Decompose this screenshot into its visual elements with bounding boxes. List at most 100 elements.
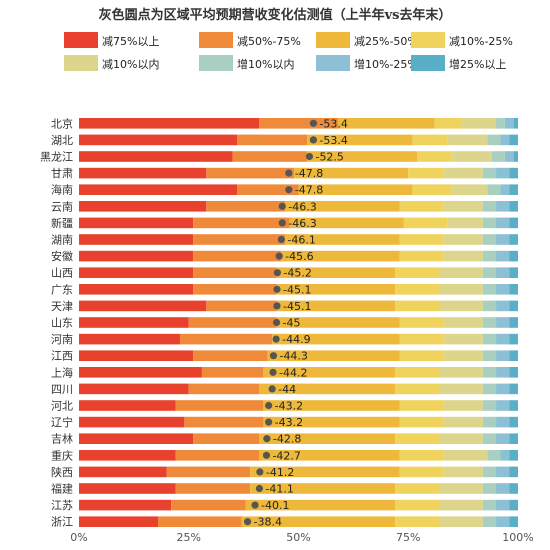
bar-segment — [184, 416, 264, 428]
legend-label: 减50%-75% — [237, 35, 301, 48]
bar-segment — [496, 350, 510, 361]
average-label: -41.1 — [265, 483, 293, 496]
bar-segment — [263, 400, 400, 411]
bar-segment — [482, 483, 497, 494]
average-label: -44.2 — [279, 366, 307, 379]
average-label: -44 — [278, 383, 296, 396]
bar-segment — [487, 184, 501, 195]
average-label: -53.4 — [319, 134, 347, 147]
bar-segment — [482, 466, 497, 478]
bar-segment — [79, 167, 207, 179]
bar-segment — [482, 317, 497, 328]
bar-segment — [79, 217, 194, 229]
bar-segment — [179, 333, 273, 345]
bar-segment — [395, 433, 439, 444]
category-label: 重庆 — [51, 448, 73, 462]
bar-segment — [443, 466, 483, 478]
bar-segment — [482, 234, 497, 245]
bar-segment — [263, 367, 396, 378]
bar-segment — [289, 217, 404, 229]
average-label: -43.2 — [275, 416, 303, 429]
average-label: -52.5 — [315, 151, 343, 164]
bar-row — [79, 483, 518, 494]
bar-segment — [496, 267, 510, 278]
bar-segment — [496, 118, 505, 129]
average-label: -40.1 — [261, 499, 289, 512]
bar-segment — [460, 118, 497, 129]
legend-swatch — [316, 32, 350, 48]
category-label: 广东 — [51, 283, 73, 296]
category-label: 黑龙江 — [40, 151, 73, 164]
bar-row — [79, 234, 518, 245]
bar-segment — [79, 483, 176, 494]
bar-segment — [399, 333, 444, 345]
bar-segment — [395, 300, 439, 312]
bar-segment — [193, 433, 259, 444]
bar-segment — [399, 317, 444, 328]
bar-segment — [399, 416, 444, 428]
bar-segment — [509, 466, 518, 478]
category-label: 四川 — [51, 383, 73, 396]
average-marker — [251, 501, 259, 509]
bar-row — [79, 416, 518, 428]
legend-item: 减75%以上 — [64, 32, 159, 48]
bar-segment — [496, 317, 510, 328]
bar-segment — [487, 134, 501, 146]
bar-segment — [509, 134, 518, 146]
bar-segment — [408, 167, 444, 179]
bar-segment — [496, 466, 510, 478]
average-marker — [275, 252, 283, 260]
bar-row — [79, 300, 518, 312]
bar-segment — [443, 201, 483, 212]
average-label: -44.3 — [279, 350, 307, 363]
bar-segment — [509, 284, 518, 295]
bar-segment — [285, 234, 400, 245]
bar-segment — [504, 151, 514, 162]
average-marker — [268, 385, 276, 393]
bar-segment — [482, 167, 497, 179]
bar-segment — [250, 483, 396, 494]
bar-segment — [395, 284, 439, 295]
bar-segment — [509, 333, 518, 345]
bar-segment — [79, 151, 233, 162]
bar-segment — [443, 416, 483, 428]
bar-segment — [258, 118, 339, 129]
bar-row — [79, 118, 518, 129]
bar-segment — [482, 400, 497, 411]
bar-segment — [338, 118, 435, 129]
legend-swatch — [199, 32, 233, 48]
bar-segment — [438, 284, 483, 295]
average-label: -47.8 — [295, 184, 323, 197]
bar-segment — [487, 450, 501, 461]
bar-segment — [482, 284, 497, 295]
category-label: 甘肃 — [51, 167, 73, 180]
bar-segment — [509, 483, 518, 494]
bar-row — [79, 433, 518, 444]
average-label: -38.4 — [254, 516, 282, 529]
bar-segment — [509, 350, 518, 361]
bar-segment — [79, 333, 180, 345]
legend-swatch — [199, 55, 233, 71]
bar-segment — [276, 300, 396, 312]
bar-row — [79, 367, 518, 378]
bars — [79, 118, 518, 527]
bar-segment — [188, 317, 277, 328]
category-label: 山西 — [51, 267, 73, 280]
bar-segment — [509, 416, 518, 428]
bar-segment — [434, 118, 461, 129]
bar-segment — [175, 450, 259, 461]
bar-segment — [509, 167, 518, 179]
bar-row — [79, 499, 518, 511]
value-axis: 0% 25% 50% 75% 100% — [70, 531, 533, 544]
bar-segment — [482, 333, 497, 345]
bar-segment — [496, 284, 510, 295]
legend-swatch — [411, 32, 445, 48]
bar-segment — [443, 250, 483, 262]
bar-segment — [438, 516, 483, 527]
average-marker — [273, 285, 281, 293]
bar-segment — [504, 118, 514, 129]
bar-segment — [258, 450, 400, 461]
bar-segment — [509, 267, 518, 278]
bar-segment — [509, 400, 518, 411]
category-label: 天津 — [51, 300, 73, 313]
